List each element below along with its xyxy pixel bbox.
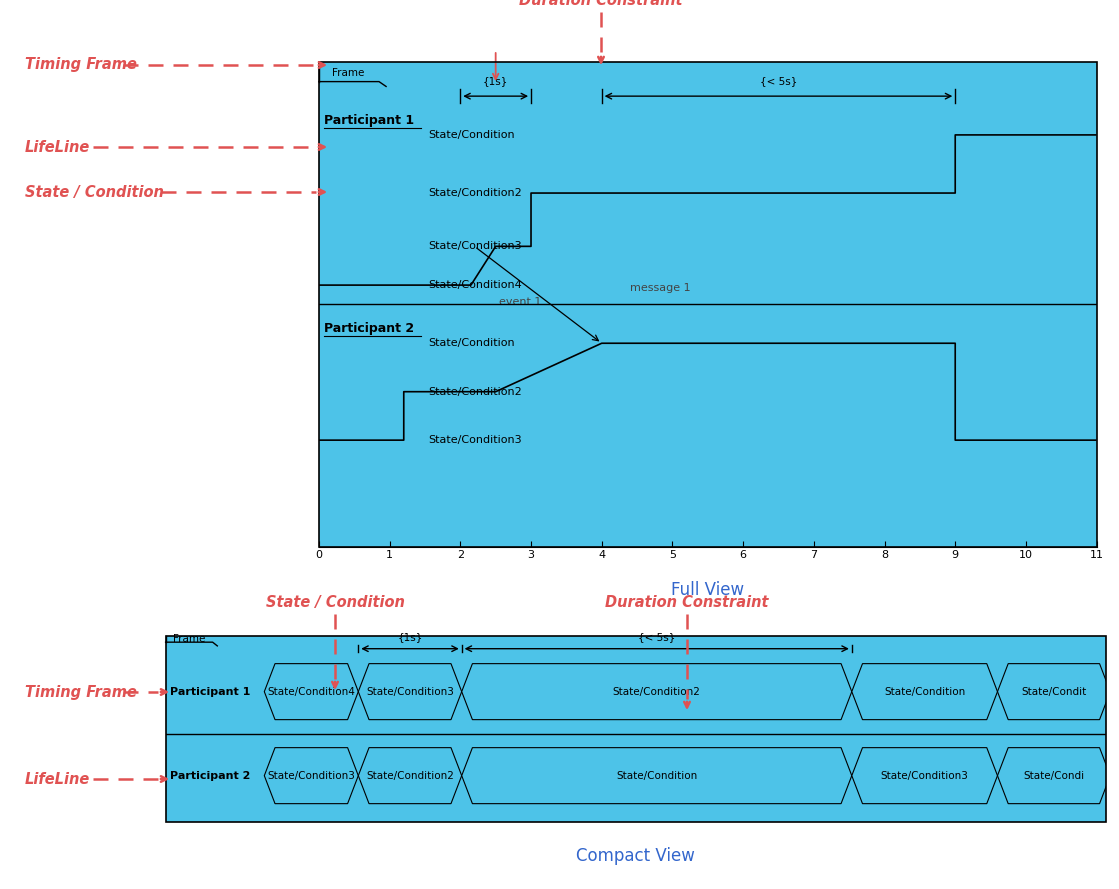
Polygon shape: [358, 748, 462, 804]
Text: Timing Frame: Timing Frame: [25, 58, 137, 73]
Text: Participant 1: Participant 1: [323, 114, 414, 127]
Text: State/Condition2: State/Condition2: [366, 771, 454, 781]
Polygon shape: [462, 748, 852, 804]
Text: State/Condition: State/Condition: [884, 686, 966, 697]
Polygon shape: [358, 663, 462, 720]
Text: {< 5s}: {< 5s}: [638, 632, 676, 642]
Text: State/Condition3: State/Condition3: [267, 771, 355, 781]
Text: State/Condition4: State/Condition4: [267, 686, 355, 697]
Text: State/Condition: State/Condition: [429, 130, 515, 140]
Text: {1s}: {1s}: [397, 632, 423, 642]
Text: Duration Constraint: Duration Constraint: [605, 595, 769, 610]
Polygon shape: [462, 663, 852, 720]
Text: Full View: Full View: [671, 581, 744, 599]
Text: event 1: event 1: [499, 297, 542, 307]
Polygon shape: [852, 748, 997, 804]
Text: State/Condit: State/Condit: [1022, 686, 1087, 697]
Text: State/Condition2: State/Condition2: [613, 686, 700, 697]
Text: Participant 2: Participant 2: [323, 322, 414, 335]
Text: LifeLine: LifeLine: [25, 772, 91, 787]
Polygon shape: [852, 663, 997, 720]
Text: State/Condition3: State/Condition3: [881, 771, 969, 781]
Text: Frame: Frame: [332, 68, 365, 78]
Text: State/Condition3: State/Condition3: [429, 241, 523, 252]
Text: State/Condi: State/Condi: [1023, 771, 1084, 781]
Text: State/Condition2: State/Condition2: [429, 188, 523, 198]
Text: State/Condition2: State/Condition2: [429, 387, 523, 396]
Text: State / Condition: State / Condition: [265, 595, 404, 610]
Polygon shape: [997, 748, 1110, 804]
Text: Compact View: Compact View: [576, 847, 695, 865]
Text: message 1: message 1: [630, 283, 690, 292]
Text: State / Condition: State / Condition: [25, 185, 163, 199]
Text: State/Condition3: State/Condition3: [429, 435, 523, 445]
Text: State/Condition: State/Condition: [617, 771, 697, 781]
Text: Participant 2: Participant 2: [170, 771, 251, 781]
Text: State/Condition4: State/Condition4: [429, 280, 523, 290]
Text: {< 5s}: {< 5s}: [760, 76, 797, 86]
Text: State/Condition3: State/Condition3: [366, 686, 454, 697]
Text: Participant 1: Participant 1: [170, 686, 251, 697]
Text: LifeLine: LifeLine: [25, 140, 91, 155]
Text: Timing Frame: Timing Frame: [25, 685, 137, 700]
Polygon shape: [997, 663, 1110, 720]
Text: Duration Constraint: Duration Constraint: [519, 0, 683, 8]
Text: {1s}: {1s}: [483, 76, 508, 86]
Text: Frame: Frame: [173, 635, 205, 645]
Polygon shape: [264, 663, 358, 720]
Polygon shape: [264, 748, 358, 804]
Text: State/Condition: State/Condition: [429, 338, 515, 348]
